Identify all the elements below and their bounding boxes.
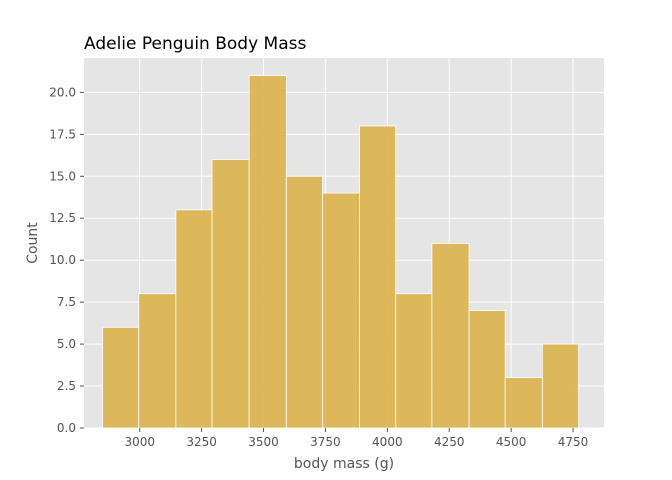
histogram-bar-3 — [175, 209, 213, 429]
y-tick-label: 7.5 — [57, 295, 76, 309]
x-tick-label: 3750 — [310, 435, 341, 449]
x-tick-label: 3500 — [248, 435, 279, 449]
histogram-bar-11 — [468, 310, 506, 429]
chart-title: Adelie Penguin Body Mass — [84, 34, 306, 54]
histogram-bar-4 — [211, 159, 250, 429]
y-tick-label: 17.5 — [49, 127, 76, 141]
y-axis-label: Count — [25, 222, 41, 264]
y-tick-label: 10.0 — [49, 253, 76, 267]
x-tick-label: 4000 — [372, 435, 403, 449]
histogram-bar-10 — [431, 243, 470, 429]
histogram-bar-5 — [248, 75, 287, 429]
y-tick-label: 2.5 — [57, 379, 76, 393]
y-tick-label: 20.0 — [49, 85, 76, 99]
x-tick-label: 4250 — [434, 435, 465, 449]
y-tick-label: 15.0 — [49, 169, 76, 183]
x-axis-label: body mass (g) — [294, 456, 394, 472]
histogram-bar-8 — [359, 125, 397, 429]
y-tick-label: 5.0 — [57, 337, 76, 351]
x-tick-label: 4500 — [496, 435, 527, 449]
x-tick-label: 3250 — [186, 435, 217, 449]
y-tick-label: 12.5 — [49, 211, 76, 225]
histogram-bar-13 — [541, 343, 579, 429]
histogram-bar-12 — [504, 377, 543, 429]
x-tick-label: 4750 — [558, 435, 589, 449]
histogram-bar-2 — [138, 293, 177, 429]
histogram-bar-6 — [285, 175, 323, 429]
y-tick-label: 0.0 — [57, 421, 76, 435]
histogram-bar-9 — [395, 293, 433, 429]
y-axis-ticks: 0.0 2.5 5.0 7.5 10.0 12.5 15.0 17.5 20.0 — [49, 85, 84, 435]
bars — [102, 75, 579, 429]
x-axis-ticks: 3000 3250 3500 3750 4000 4250 4500 4750 — [124, 428, 588, 449]
histogram-bar-1 — [102, 326, 140, 429]
histogram-bar-7 — [322, 192, 361, 429]
x-tick-label: 3000 — [124, 435, 155, 449]
